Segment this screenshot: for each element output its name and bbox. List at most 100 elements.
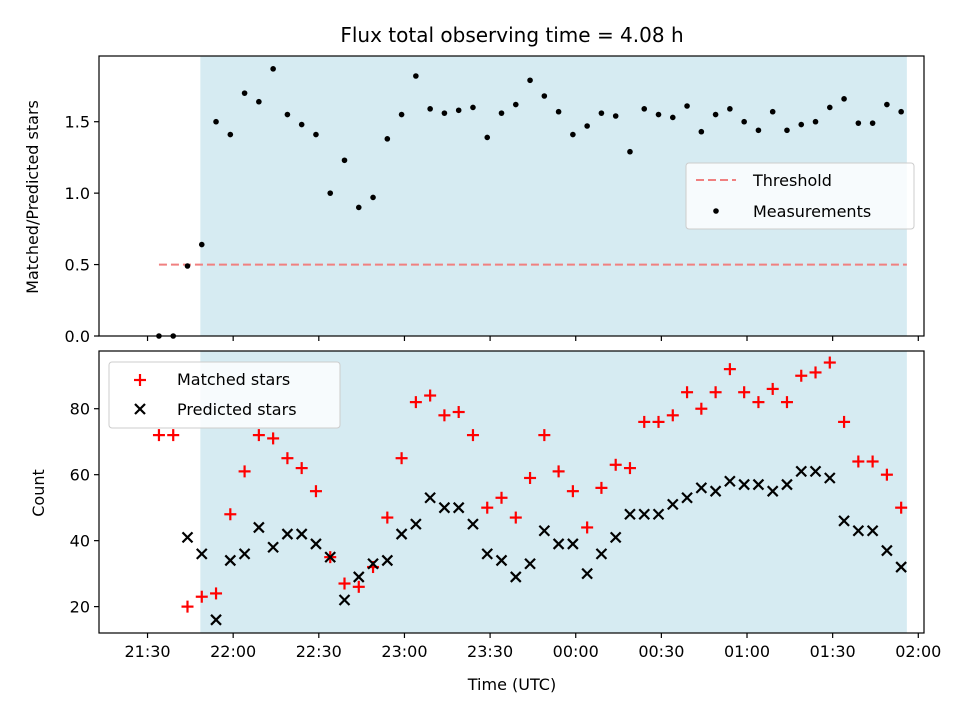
- predicted-stars-point: [738, 478, 750, 491]
- matched-stars-point: [609, 458, 622, 471]
- measurement-point: [641, 106, 648, 112]
- predicted-stars-point: [609, 531, 622, 544]
- measurement-point: [755, 127, 762, 134]
- measurement-point: [541, 93, 548, 99]
- measurement-point: [826, 104, 833, 111]
- matched-stars-point: [766, 382, 779, 395]
- measurement-point: [712, 111, 719, 118]
- predicted-stars-point: [852, 524, 865, 537]
- measurement-point: [527, 77, 533, 84]
- matched-stars-point: [538, 429, 551, 442]
- matched-stars-point: [795, 369, 808, 382]
- measurement-point: [384, 136, 391, 142]
- matched-stars-point: [381, 511, 394, 524]
- matched-stars-point: [752, 396, 765, 409]
- measurement-point: [841, 96, 847, 102]
- legend-measurements-swatch: [713, 208, 719, 214]
- top-ytick-label: 0.5: [65, 256, 90, 275]
- measurement-point: [555, 108, 562, 115]
- measurement-point: [427, 106, 433, 112]
- measurement-point: [855, 120, 862, 126]
- measurement-point: [470, 104, 476, 111]
- predicted-stars-point: [895, 561, 907, 573]
- xtick-label: 00:30: [638, 642, 684, 661]
- top-ytick-label: 1.5: [65, 113, 90, 132]
- top-y-axis-label: Matched/Predicted stars: [23, 100, 42, 294]
- measurement-point: [227, 131, 234, 138]
- predicted-stars-point: [467, 518, 479, 530]
- measurement-point: [669, 114, 676, 121]
- measurement-point: [413, 73, 419, 79]
- matched-stars-point: [723, 363, 736, 376]
- predicted-stars-point: [624, 508, 636, 521]
- top-plot-data: [156, 66, 907, 339]
- bottom-plot-data: [152, 356, 908, 626]
- predicted-stars-point: [424, 491, 436, 504]
- matched-stars-point: [210, 587, 223, 600]
- matched-stars-point: [581, 521, 594, 534]
- matched-stars-point: [495, 491, 508, 504]
- predicted-stars-point: [524, 557, 536, 570]
- matched-stars-point: [895, 501, 908, 514]
- measurement-point: [198, 241, 205, 248]
- xtick-label: 02:00: [895, 642, 941, 661]
- predicted-stars-point: [367, 557, 379, 570]
- matched-stars-point: [452, 406, 465, 419]
- predicted-stars-point: [395, 528, 408, 540]
- bottom-axes-frame: [98, 350, 925, 634]
- bot-ytick-label: 80: [70, 400, 90, 419]
- matched-stars-point: [695, 402, 708, 415]
- xtick-label: 22:00: [210, 642, 256, 661]
- matched-stars-point: [666, 409, 679, 422]
- bottom-x-axis-label: Time (UTC): [467, 675, 556, 694]
- matched-stars-point: [424, 389, 437, 402]
- predicted-stars-point: [181, 531, 194, 544]
- predicted-stars-point: [724, 475, 736, 488]
- bot-ytick-label: 60: [70, 466, 90, 485]
- matched-stars-point: [466, 429, 479, 442]
- measurement-point: [498, 110, 505, 116]
- matched-stars-point: [238, 465, 251, 478]
- predicted-stars-point: [224, 554, 237, 567]
- predicted-stars-point: [295, 528, 308, 540]
- measurement-point: [455, 107, 462, 114]
- xtick-label: 23:00: [381, 642, 427, 661]
- matched-stars-point: [338, 577, 351, 590]
- matched-stars-point: [595, 481, 608, 494]
- predicted-stars-point: [838, 515, 850, 527]
- measurement-point: [869, 120, 876, 126]
- measurement-point: [812, 118, 819, 125]
- predicted-stars-point: [210, 614, 222, 626]
- top-y-axis-ticks: 0.0 0.5 1.0 1.5: [65, 113, 99, 346]
- predicted-stars-point: [310, 538, 322, 550]
- measurement-point: [655, 111, 662, 118]
- matched-stars-point: [524, 471, 537, 484]
- top-axes-frame: [98, 55, 925, 337]
- predicted-stars-point: [195, 548, 208, 560]
- predicted-stars-point: [267, 541, 279, 554]
- measurement-point: [341, 157, 348, 164]
- matched-stars-point: [224, 508, 237, 521]
- measurement-point: [270, 66, 276, 72]
- xtick-label: 23:30: [467, 642, 513, 661]
- measurement-point: [612, 113, 619, 119]
- matched-stars-point: [181, 600, 194, 613]
- matched-stars-point: [409, 396, 422, 409]
- matched-stars-point: [709, 386, 722, 399]
- bottom-legend: Matched stars Predicted stars: [108, 361, 341, 429]
- predicted-stars-point: [824, 472, 836, 484]
- matched-stars-point: [438, 409, 451, 422]
- predicted-stars-point: [652, 508, 665, 521]
- legend-predicted-label: Predicted stars: [177, 400, 297, 419]
- predicted-stars-point: [709, 485, 722, 497]
- matched-stars-point: [780, 396, 793, 409]
- predicted-stars-point: [667, 498, 679, 511]
- predicted-stars-point: [552, 538, 565, 550]
- measurement-point: [784, 127, 790, 134]
- xtick-label: 00:00: [553, 642, 599, 661]
- predicted-stars-point: [452, 501, 465, 514]
- measurement-point: [598, 110, 605, 116]
- measurement-point: [327, 190, 334, 196]
- matched-stars-point: [823, 356, 836, 369]
- predicted-stars-point: [567, 538, 579, 550]
